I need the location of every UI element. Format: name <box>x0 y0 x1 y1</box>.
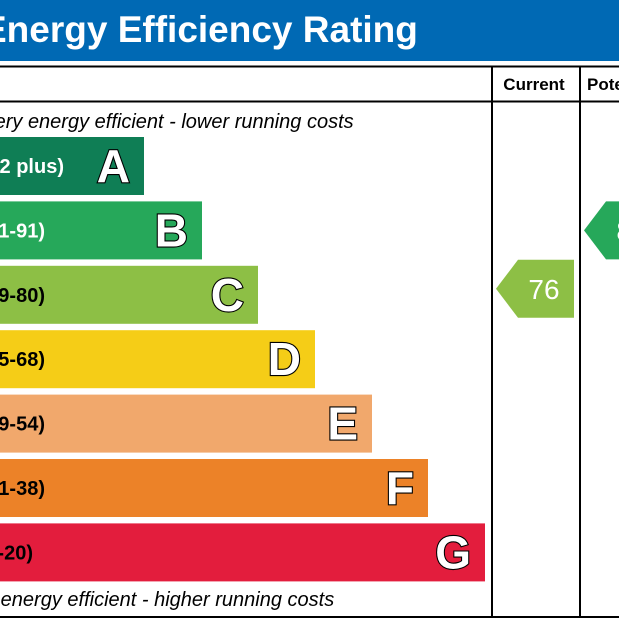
band-b-letter: B <box>155 204 188 256</box>
band-g-bar <box>0 523 485 582</box>
potential-rating-arrow: 83 <box>584 201 619 260</box>
current-rating-arrow: 76 <box>496 259 574 318</box>
rating-bands: (92 plus) A (81-91) B (69-80) C (55-68) D (39-54… <box>0 137 485 582</box>
chart-frame <box>0 65 619 618</box>
potential-column-header: Potential <box>587 75 619 94</box>
band-f-range: (21-38) <box>0 478 45 500</box>
band-e-range: (39-54) <box>0 414 45 436</box>
band-g-range: (1-20) <box>0 542 33 564</box>
current-arrow-shape <box>496 259 574 318</box>
band-c-letter: C <box>211 269 244 321</box>
band-e-bar <box>0 394 372 453</box>
bottom-caption: Not energy efficient - higher running co… <box>0 589 334 611</box>
band-b-range: (81-91) <box>0 220 45 242</box>
band-c-range: (69-80) <box>0 285 45 307</box>
potential-score-label: 83 <box>616 215 619 246</box>
band-d-range: (55-68) <box>0 349 45 371</box>
current-score-label: 76 <box>528 274 559 305</box>
band-a-letter: A <box>97 140 130 192</box>
band-e-letter: E <box>327 398 358 450</box>
band-a-bar <box>0 137 144 195</box>
band-d-letter: D <box>268 333 301 385</box>
band-b-bar <box>0 201 202 260</box>
current-column-header: Current <box>503 75 565 94</box>
header-bar: Energy Efficiency Rating <box>0 0 619 61</box>
top-caption: Very energy efficient - lower running co… <box>0 111 354 133</box>
band-a-range: (92 plus) <box>0 156 64 178</box>
chart-title: Energy Efficiency Rating <box>0 9 418 50</box>
band-f-letter: F <box>386 462 414 514</box>
band-d-bar <box>0 330 315 389</box>
band-c-bar <box>0 265 258 324</box>
potential-arrow-shape <box>584 201 619 260</box>
band-g-letter: G <box>435 526 471 578</box>
band-f-bar <box>0 459 428 517</box>
